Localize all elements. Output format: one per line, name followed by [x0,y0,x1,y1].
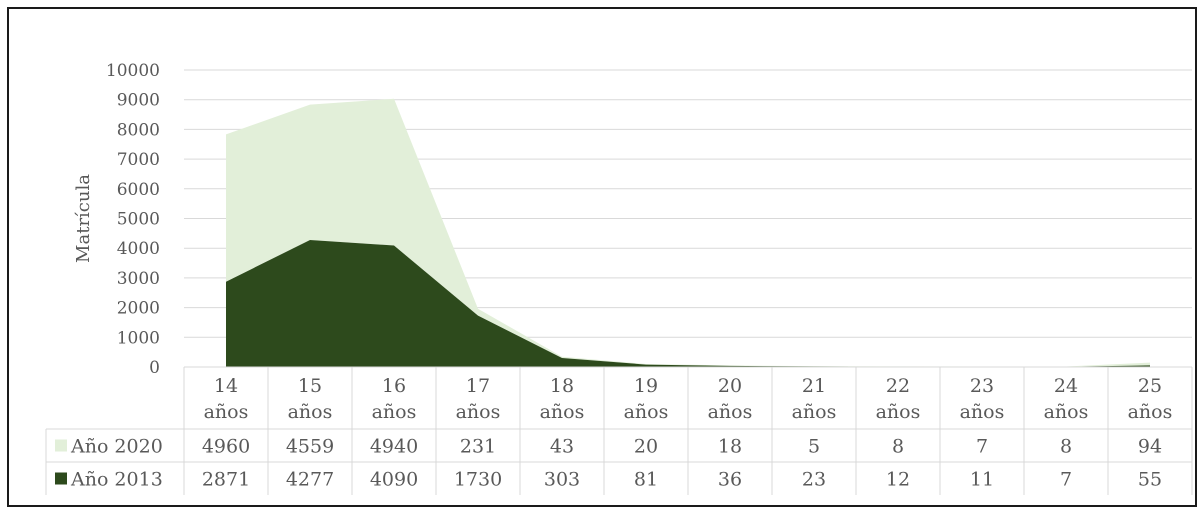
x-category-label: años [708,401,753,423]
x-category-label: años [456,401,501,423]
data-label: 55 [1138,469,1162,491]
legend-swatch [55,472,67,485]
data-label: 303 [544,469,580,491]
data-label: 4559 [286,436,334,458]
x-category-label: años [960,401,1005,423]
y-tick-label: 7000 [117,150,160,170]
area-series-ano-2013 [226,239,1150,367]
y-tick-label: 8000 [117,120,160,140]
x-category-label: 17 [466,375,490,397]
data-label: 8 [892,436,904,458]
x-category-label: 15 [298,375,322,397]
data-label: 20 [634,436,658,458]
legend-swatch [55,439,67,452]
x-category-label: años [204,401,249,423]
data-label: 4960 [202,436,250,458]
data-label: 2871 [202,469,250,491]
legend-label: Año 2020 [70,436,163,458]
x-category-label: 24 [1054,375,1078,397]
x-category-label: años [624,401,669,423]
x-category-label: 14 [214,375,238,397]
y-tick-label: 5000 [117,210,160,230]
chart-frame: 0 1000 2000 3000 4000 5000 6000 7000 8000 9000 100… [7,7,1197,507]
data-label: 12 [886,469,910,491]
x-category-label: años [288,401,333,423]
x-category-label: años [1128,401,1173,423]
x-category-label: 19 [634,375,658,397]
area-series-ano-2020 [226,98,1150,367]
stacked-area-chart: 0 1000 2000 3000 4000 5000 6000 7000 8000 9000 100… [45,61,1193,495]
data-label: 8 [1060,436,1072,458]
data-label: 5 [808,436,820,458]
x-category-label: años [792,401,837,423]
data-label: 18 [718,436,742,458]
data-label: 231 [460,436,496,458]
y-tick-label: 2000 [117,299,160,319]
y-tick-label: 1000 [117,328,160,348]
data-label: 7 [976,436,988,458]
y-tick-label: 0 [149,358,160,378]
x-category-label: años [1044,401,1089,423]
data-label: 23 [802,469,826,491]
data-label: 4090 [370,469,418,491]
data-label: 36 [718,469,742,491]
x-category-label: 21 [802,375,826,397]
x-category-label: 16 [382,375,406,397]
x-category-label: años [372,401,417,423]
x-category-label: 20 [718,375,742,397]
x-category-label: 23 [970,375,994,397]
x-category-label: 25 [1138,375,1162,397]
data-label: 1730 [454,469,502,491]
data-label: 11 [970,469,994,491]
y-tick-label: 10000 [106,61,160,81]
data-label: 7 [1060,469,1072,491]
data-label: 4940 [370,436,418,458]
legend-label: Año 2013 [70,469,163,491]
y-tick-label: 9000 [117,91,160,111]
y-tick-label: 6000 [117,180,160,200]
x-category-label: 18 [550,375,574,397]
data-label: 94 [1138,436,1162,458]
x-category-label: años [876,401,921,423]
data-label: 81 [634,469,658,491]
y-axis-title: Matrícula [73,174,94,263]
data-label: 43 [550,436,574,458]
data-label: 4277 [286,469,334,491]
x-category-label: años [540,401,585,423]
y-tick-label: 4000 [117,239,160,259]
x-category-label: 22 [886,375,910,397]
y-tick-label: 3000 [117,269,160,289]
